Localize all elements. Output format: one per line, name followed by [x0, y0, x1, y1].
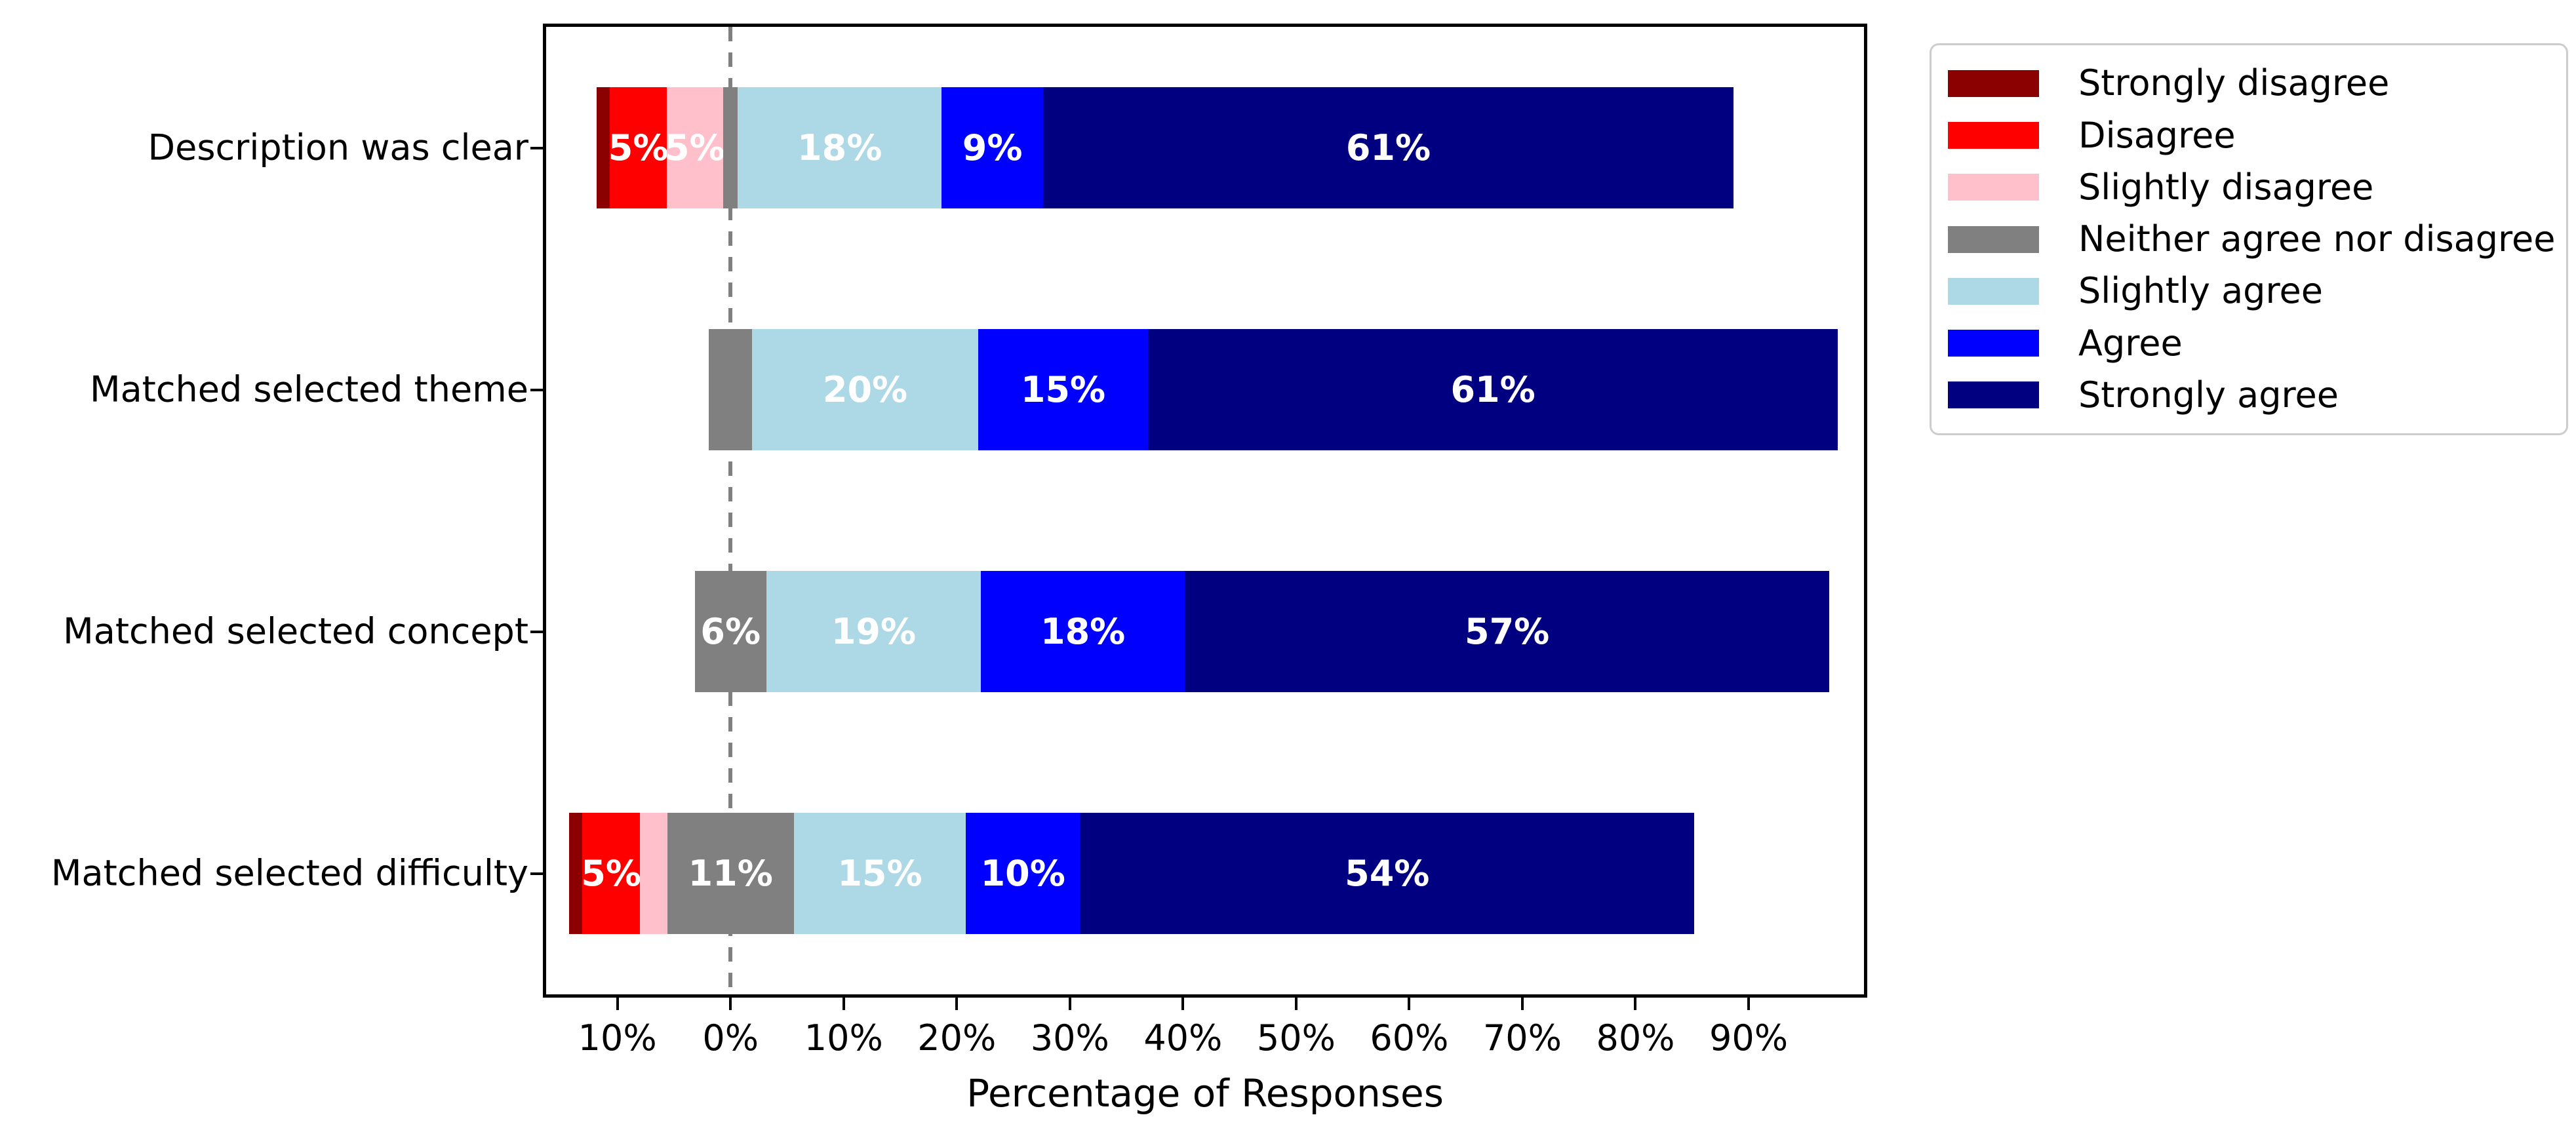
legend-item: Disagree: [1932, 114, 2566, 156]
bar-segment: 15%: [978, 329, 1148, 450]
legend-item-label: Agree: [2078, 322, 2183, 364]
bar-segment-label: 18%: [797, 127, 882, 168]
bar-segment: [640, 813, 667, 934]
y-axis-tick: [530, 146, 543, 149]
x-axis-tick-label: 10%: [804, 1017, 883, 1059]
bar-segment-label: 5%: [665, 127, 725, 168]
bar-segment: [568, 813, 583, 934]
legend-item-label: Neither agree nor disagree: [2078, 218, 2556, 260]
legend-swatch: [1948, 225, 2039, 253]
x-axis-tick: [955, 998, 959, 1010]
x-axis-tick: [1294, 998, 1298, 1010]
legend-item-label: Slightly disagree: [2078, 166, 2374, 208]
legend-item-label: Disagree: [2078, 114, 2236, 156]
x-axis-tick: [1520, 998, 1524, 1010]
bar-segment: 6%: [694, 571, 766, 692]
bar-row: 5% 11% 15% 10% 54%: [546, 813, 1864, 934]
zero-reference-line: [728, 27, 733, 994]
bar-segment: 9%: [941, 87, 1044, 208]
bar-segment: 11%: [667, 813, 794, 934]
legend-swatch: [1948, 174, 2039, 201]
bar-row: 20% 15% 61%: [546, 329, 1864, 450]
legend-item-label: Strongly agree: [2078, 374, 2339, 416]
x-axis-label: Percentage of Responses: [966, 1071, 1444, 1116]
bar-segment-label: 61%: [1345, 127, 1431, 168]
legend-item: Strongly disagree: [1932, 66, 2566, 101]
bar-segment: 18%: [738, 87, 941, 208]
legend-swatch: [1948, 330, 2039, 357]
bar-row: 6% 19% 18% 57%: [546, 571, 1864, 692]
legend: Strongly disagree Disagree Slightly disagr…: [1930, 43, 2568, 435]
bar-segment: 57%: [1184, 571, 1830, 692]
bar-row: 5% 5% 18% 9% 61%: [546, 87, 1864, 208]
x-axis-tick-label: 0%: [702, 1017, 759, 1059]
x-axis-tick: [842, 998, 845, 1010]
y-axis-tick: [530, 388, 543, 391]
x-axis-tick-label: 90%: [1709, 1017, 1789, 1059]
plot-area: 5% 5% 18% 9% 61% 20% 15% 61% 6% 19% 18% 57% 5% 11% 15%…: [543, 24, 1867, 998]
y-axis-tick: [530, 872, 543, 875]
legend-item: Slightly agree: [1932, 273, 2566, 309]
legend-item: Strongly agree: [1932, 374, 2566, 416]
bar-segment-label: 5%: [581, 852, 642, 894]
bar-segment: [723, 87, 738, 208]
bar-segment: [596, 87, 610, 208]
x-axis-tick-label: 10%: [578, 1017, 657, 1059]
bar-segment-label: 15%: [837, 852, 922, 894]
x-axis-tick-label: 70%: [1482, 1017, 1562, 1059]
legend-swatch: [1948, 122, 2039, 149]
bar-segment-label: 61%: [1450, 368, 1536, 410]
x-axis-tick: [1408, 998, 1411, 1010]
legend-item: Agree: [1932, 322, 2566, 364]
x-axis-tick: [1068, 998, 1071, 1010]
legend-item: Slightly disagree: [1932, 166, 2566, 208]
x-axis-tick: [1747, 998, 1751, 1010]
bar-segment-label: 10%: [980, 852, 1065, 894]
bar-segment-label: 18%: [1040, 610, 1126, 652]
x-axis-tick-label: 60%: [1370, 1017, 1449, 1059]
x-axis-tick: [1634, 998, 1637, 1010]
bar-segment-label: 6%: [700, 610, 761, 652]
x-axis-tick-label: 30%: [1030, 1017, 1109, 1059]
bar-segment-label: 19%: [831, 610, 917, 652]
y-axis-tick: [530, 630, 543, 633]
legend-swatch: [1948, 69, 2039, 97]
legend-item-label: Strongly disagree: [2078, 62, 2390, 104]
x-axis-tick-label: 80%: [1596, 1017, 1675, 1059]
bar-segment: 5%: [665, 87, 725, 208]
x-axis-tick: [616, 998, 619, 1010]
bar-segment: 18%: [981, 571, 1185, 692]
x-axis-tick-label: 50%: [1256, 1017, 1336, 1059]
bar-segment: 5%: [581, 813, 642, 934]
x-axis-tick: [1181, 998, 1185, 1010]
bar-segment: 10%: [966, 813, 1080, 934]
bar-segment-label: 20%: [822, 368, 908, 410]
bar-segment: [709, 329, 752, 450]
bar-segment-label: 9%: [962, 127, 1023, 168]
legend-swatch: [1948, 277, 2039, 305]
y-axis-category-label: Matched selected concept: [63, 610, 528, 652]
bar-segment: 20%: [752, 329, 979, 450]
legend-swatch: [1948, 381, 2039, 409]
x-axis-tick-label: 40%: [1143, 1017, 1223, 1059]
legend-item: Neither agree nor disagree: [1932, 222, 2566, 257]
legend-item-label: Slightly agree: [2078, 270, 2323, 312]
bar-segment: 54%: [1080, 813, 1695, 934]
bar-segment: 15%: [793, 813, 966, 934]
bar-segment-label: 11%: [688, 852, 773, 894]
y-axis-category-label: Matched selected difficulty: [50, 852, 528, 894]
x-axis-tick: [729, 998, 732, 1010]
y-axis-category-label: Matched selected theme: [90, 368, 528, 410]
bar-segment: 61%: [1147, 329, 1838, 450]
bar-segment-label: 54%: [1345, 852, 1430, 894]
x-axis-tick-label: 20%: [917, 1017, 997, 1059]
bar-segment: 19%: [766, 571, 981, 692]
bar-segment: 61%: [1043, 87, 1734, 208]
bar-segment-label: 15%: [1020, 368, 1106, 410]
bar-segment-label: 57%: [1465, 610, 1550, 652]
bar-segment: 5%: [608, 87, 669, 208]
bar-segment-label: 5%: [608, 127, 669, 168]
y-axis-category-label: Description was clear: [148, 127, 528, 168]
